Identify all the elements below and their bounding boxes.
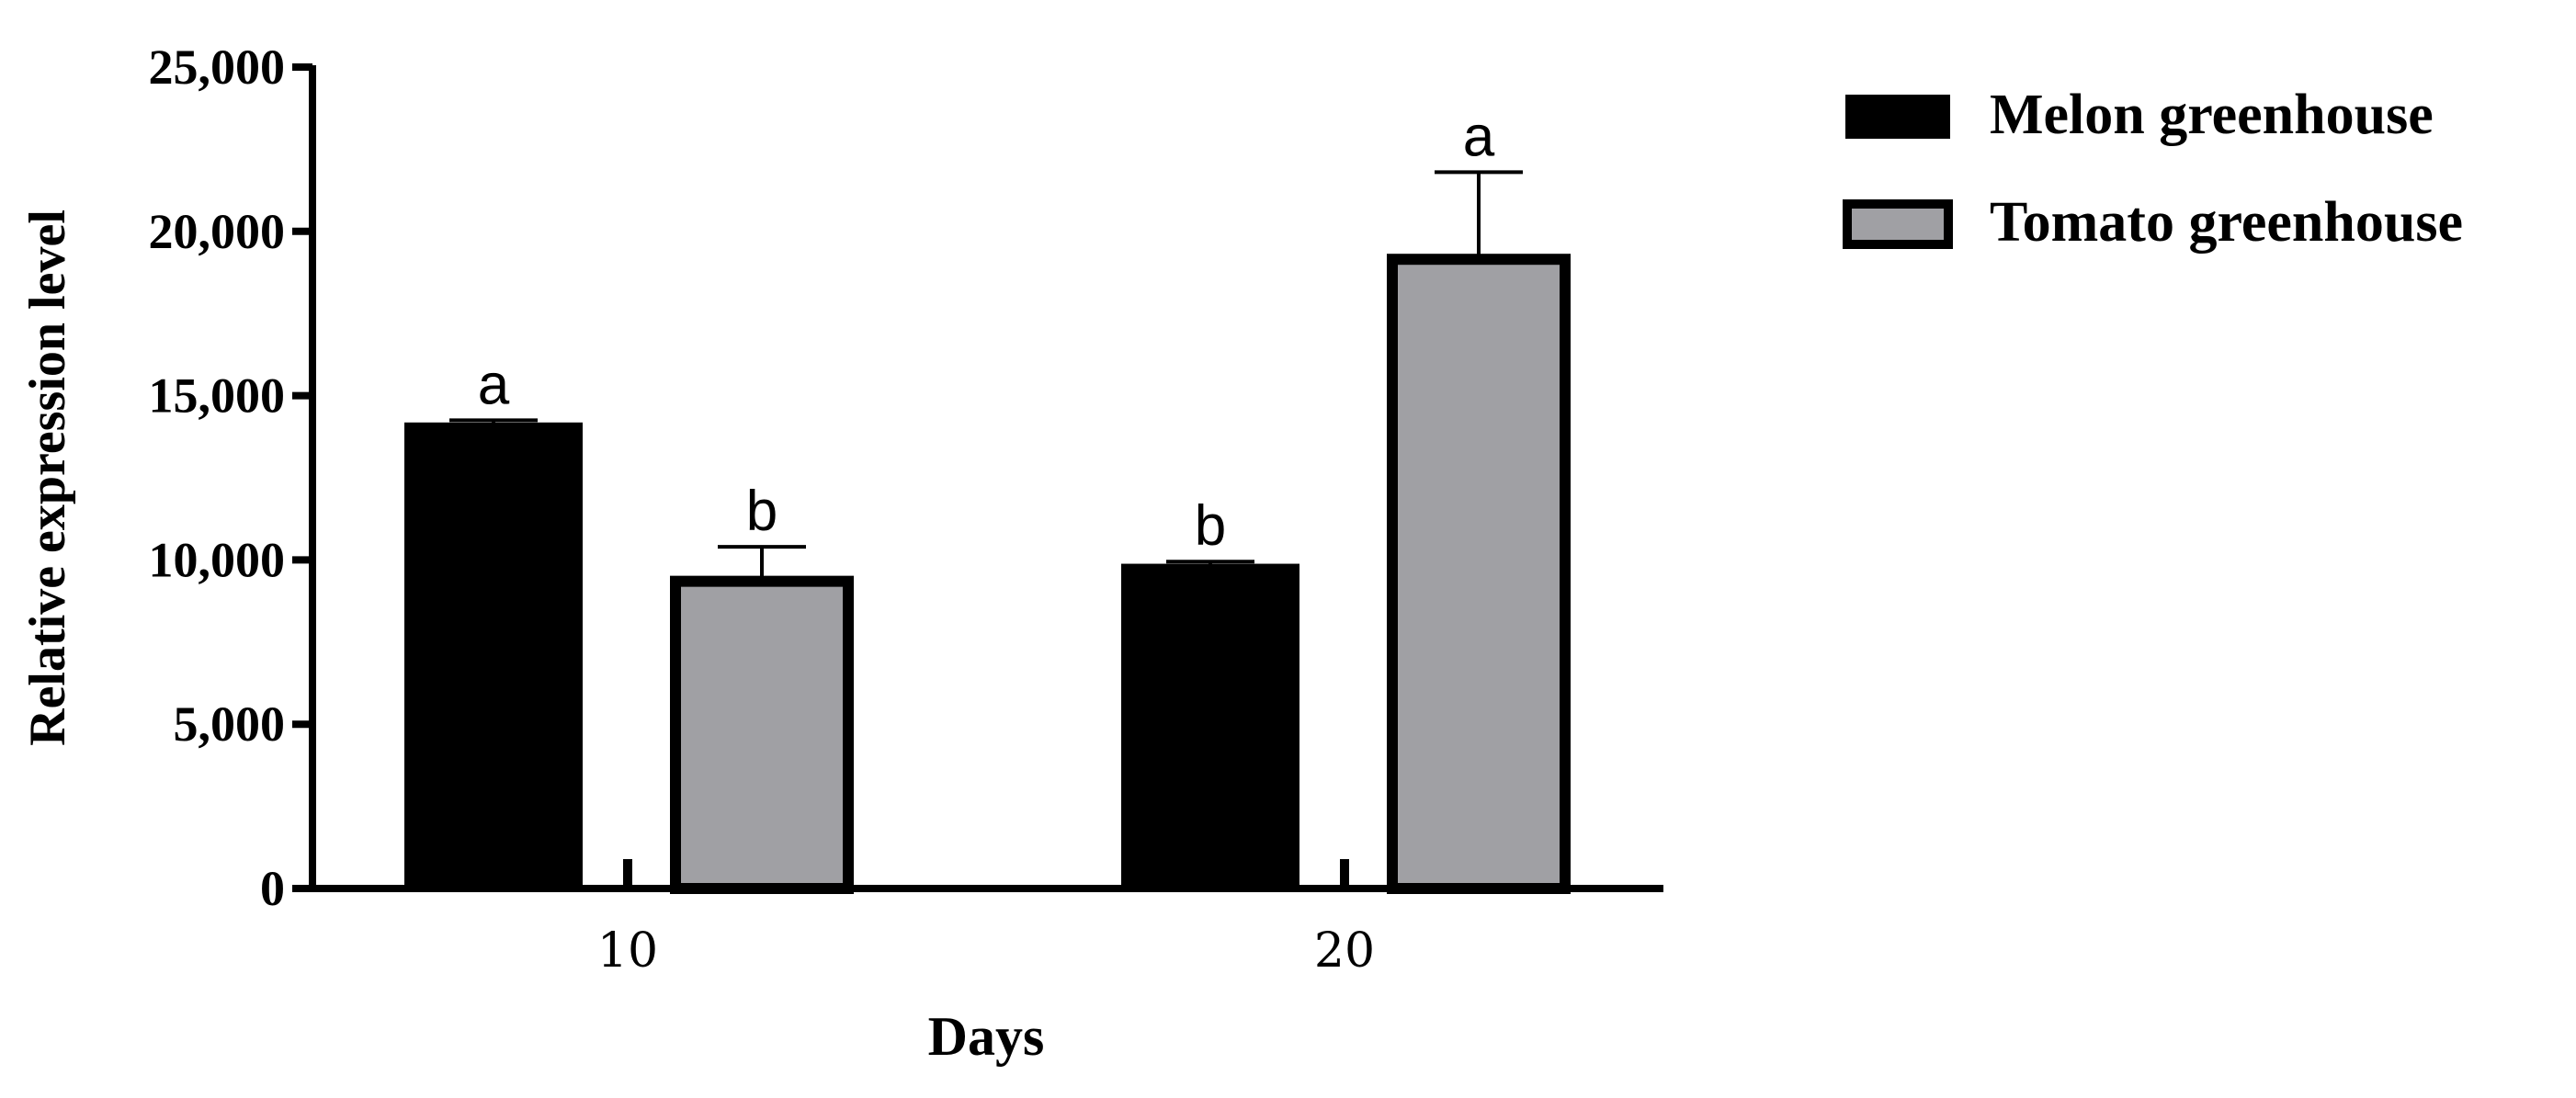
significance-label: b [746,480,777,543]
legend: Melon greenhouse Tomato greenhouse [1843,84,2463,254]
x-tick-label: 10 [597,923,658,979]
significance-label: a [478,353,510,416]
labels: 10 20 a b b a [478,105,1495,979]
x-axis-title: Days [928,1006,1045,1067]
bar-tomato-10 [670,575,854,894]
y-tick-label: 10,000 [149,532,286,587]
y-axis-title: Relative expression level [19,209,76,746]
legend-swatch [1843,199,1953,249]
x-tick-label: 20 [1314,923,1375,979]
legend-swatch [1845,95,1950,139]
y-tick-label: 25,000 [149,40,286,95]
legend-label: Melon greenhouse [1990,84,2434,146]
y-tick-label: 15,000 [149,368,286,424]
significance-label: b [1195,494,1226,558]
legend-label: Tomato greenhouse [1990,191,2463,254]
bar-melon-10 [404,422,583,891]
y-tick-label: 5,000 [174,696,286,752]
y-tick-label: 0 [260,861,285,916]
significance-label: a [1463,105,1495,168]
bar-tomato-20 [1387,254,1571,895]
y-tick-label: 20,000 [149,204,286,259]
bars [404,170,1571,895]
bar-melon-20 [1121,563,1299,891]
